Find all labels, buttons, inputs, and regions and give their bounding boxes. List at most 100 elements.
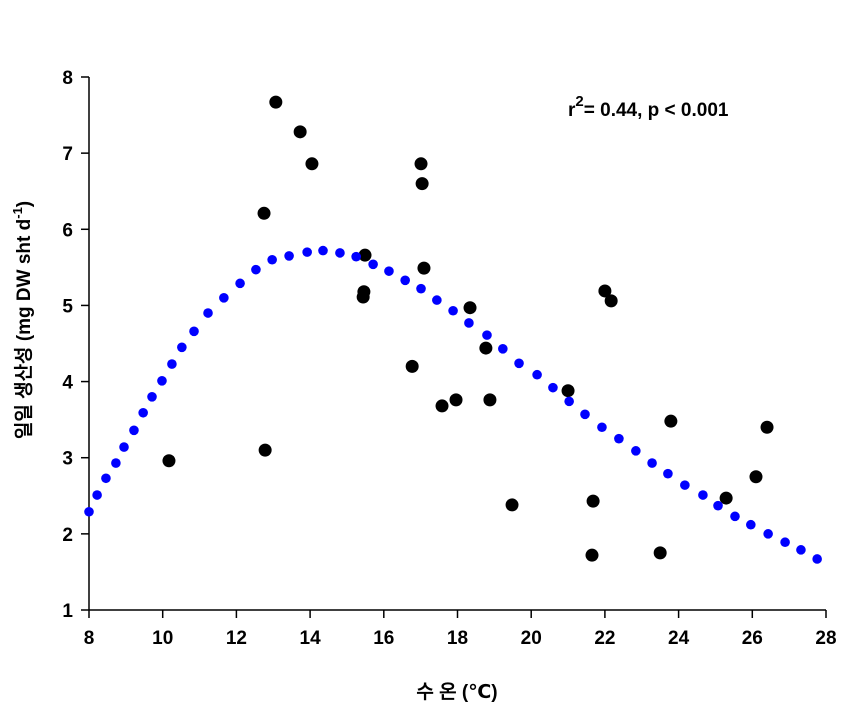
y-axis-label: 일일 생산성 (mg DW sht d-1) bbox=[10, 201, 35, 439]
point bbox=[464, 318, 474, 328]
x-tick-label: 22 bbox=[594, 628, 615, 649]
point bbox=[647, 458, 657, 468]
point bbox=[698, 490, 708, 500]
point bbox=[92, 490, 102, 500]
annotation-sup: 2 bbox=[575, 93, 583, 110]
point bbox=[514, 358, 524, 369]
point bbox=[269, 95, 283, 109]
point bbox=[653, 546, 667, 560]
point bbox=[631, 446, 641, 456]
x-axis-label: 수 온 (℃) bbox=[416, 681, 497, 703]
point bbox=[746, 519, 756, 530]
point bbox=[219, 293, 229, 303]
point bbox=[449, 393, 463, 407]
y-label-end: ) bbox=[14, 201, 35, 207]
point bbox=[604, 294, 618, 308]
point bbox=[760, 420, 774, 434]
x-tick-label: 24 bbox=[668, 628, 690, 649]
point bbox=[157, 376, 167, 386]
point bbox=[448, 305, 458, 316]
point bbox=[812, 554, 822, 564]
point bbox=[414, 157, 428, 171]
x-tick-label: 16 bbox=[373, 628, 394, 649]
x-tick-label: 28 bbox=[815, 628, 836, 649]
point bbox=[267, 254, 277, 265]
point bbox=[257, 206, 271, 220]
x-tick-label: 26 bbox=[742, 628, 763, 649]
point bbox=[111, 458, 121, 468]
point bbox=[305, 157, 319, 171]
point bbox=[664, 414, 678, 428]
y-tick-label: 8 bbox=[62, 68, 73, 89]
x-tick-label: 12 bbox=[226, 628, 247, 649]
point bbox=[84, 506, 94, 517]
point bbox=[203, 308, 213, 318]
y-tick-label: 4 bbox=[62, 373, 73, 394]
point bbox=[138, 407, 148, 418]
point bbox=[162, 454, 176, 468]
y-tick-label: 2 bbox=[62, 525, 73, 546]
y-label-text: 일일 생산성 (mg DW sht d bbox=[13, 219, 35, 439]
point bbox=[796, 545, 806, 555]
point bbox=[598, 284, 612, 298]
point bbox=[479, 341, 493, 355]
point bbox=[167, 359, 177, 369]
y-tick-label: 3 bbox=[62, 449, 73, 470]
point bbox=[101, 473, 111, 484]
annotation-text: r bbox=[568, 100, 576, 121]
point bbox=[147, 392, 157, 402]
x-tick-label: 20 bbox=[521, 628, 542, 649]
point bbox=[482, 330, 492, 340]
point bbox=[730, 511, 740, 522]
point bbox=[417, 261, 431, 275]
point bbox=[251, 264, 261, 275]
point bbox=[405, 359, 419, 373]
point bbox=[561, 384, 575, 398]
point bbox=[749, 470, 763, 484]
point bbox=[189, 326, 199, 337]
annotation-end: = 0.44, p < 0.001 bbox=[584, 100, 729, 121]
point bbox=[663, 468, 673, 479]
x-tick-label: 18 bbox=[447, 628, 468, 649]
point bbox=[463, 301, 477, 315]
point bbox=[532, 369, 542, 380]
annotation: r2= 0.44, p < 0.001 bbox=[568, 93, 729, 121]
point bbox=[780, 537, 790, 548]
point bbox=[435, 399, 449, 413]
point bbox=[585, 548, 599, 562]
point bbox=[680, 480, 690, 490]
point bbox=[564, 396, 574, 407]
y-tick-label: 5 bbox=[62, 296, 73, 317]
point bbox=[614, 433, 624, 444]
y-label-sup: -1 bbox=[10, 207, 25, 219]
point bbox=[415, 177, 429, 191]
point bbox=[432, 295, 442, 305]
point bbox=[318, 245, 328, 256]
y-tick-label: 1 bbox=[62, 601, 73, 622]
point bbox=[119, 442, 129, 452]
point bbox=[548, 382, 558, 393]
point bbox=[713, 500, 723, 511]
point bbox=[351, 251, 361, 262]
point bbox=[597, 422, 607, 433]
point bbox=[177, 342, 187, 353]
y-tick-label: 7 bbox=[62, 144, 73, 165]
point bbox=[384, 266, 394, 276]
point bbox=[335, 248, 345, 258]
point bbox=[358, 248, 372, 262]
point bbox=[368, 259, 378, 270]
point bbox=[129, 425, 139, 436]
point bbox=[416, 283, 426, 294]
point bbox=[483, 393, 497, 407]
point bbox=[235, 278, 245, 289]
point bbox=[505, 498, 519, 512]
point bbox=[302, 247, 312, 257]
point bbox=[498, 344, 508, 354]
point bbox=[284, 251, 294, 261]
point bbox=[400, 275, 410, 286]
x-tick-label: 14 bbox=[300, 628, 322, 649]
point bbox=[580, 409, 590, 420]
point bbox=[258, 443, 272, 457]
point bbox=[586, 494, 600, 508]
